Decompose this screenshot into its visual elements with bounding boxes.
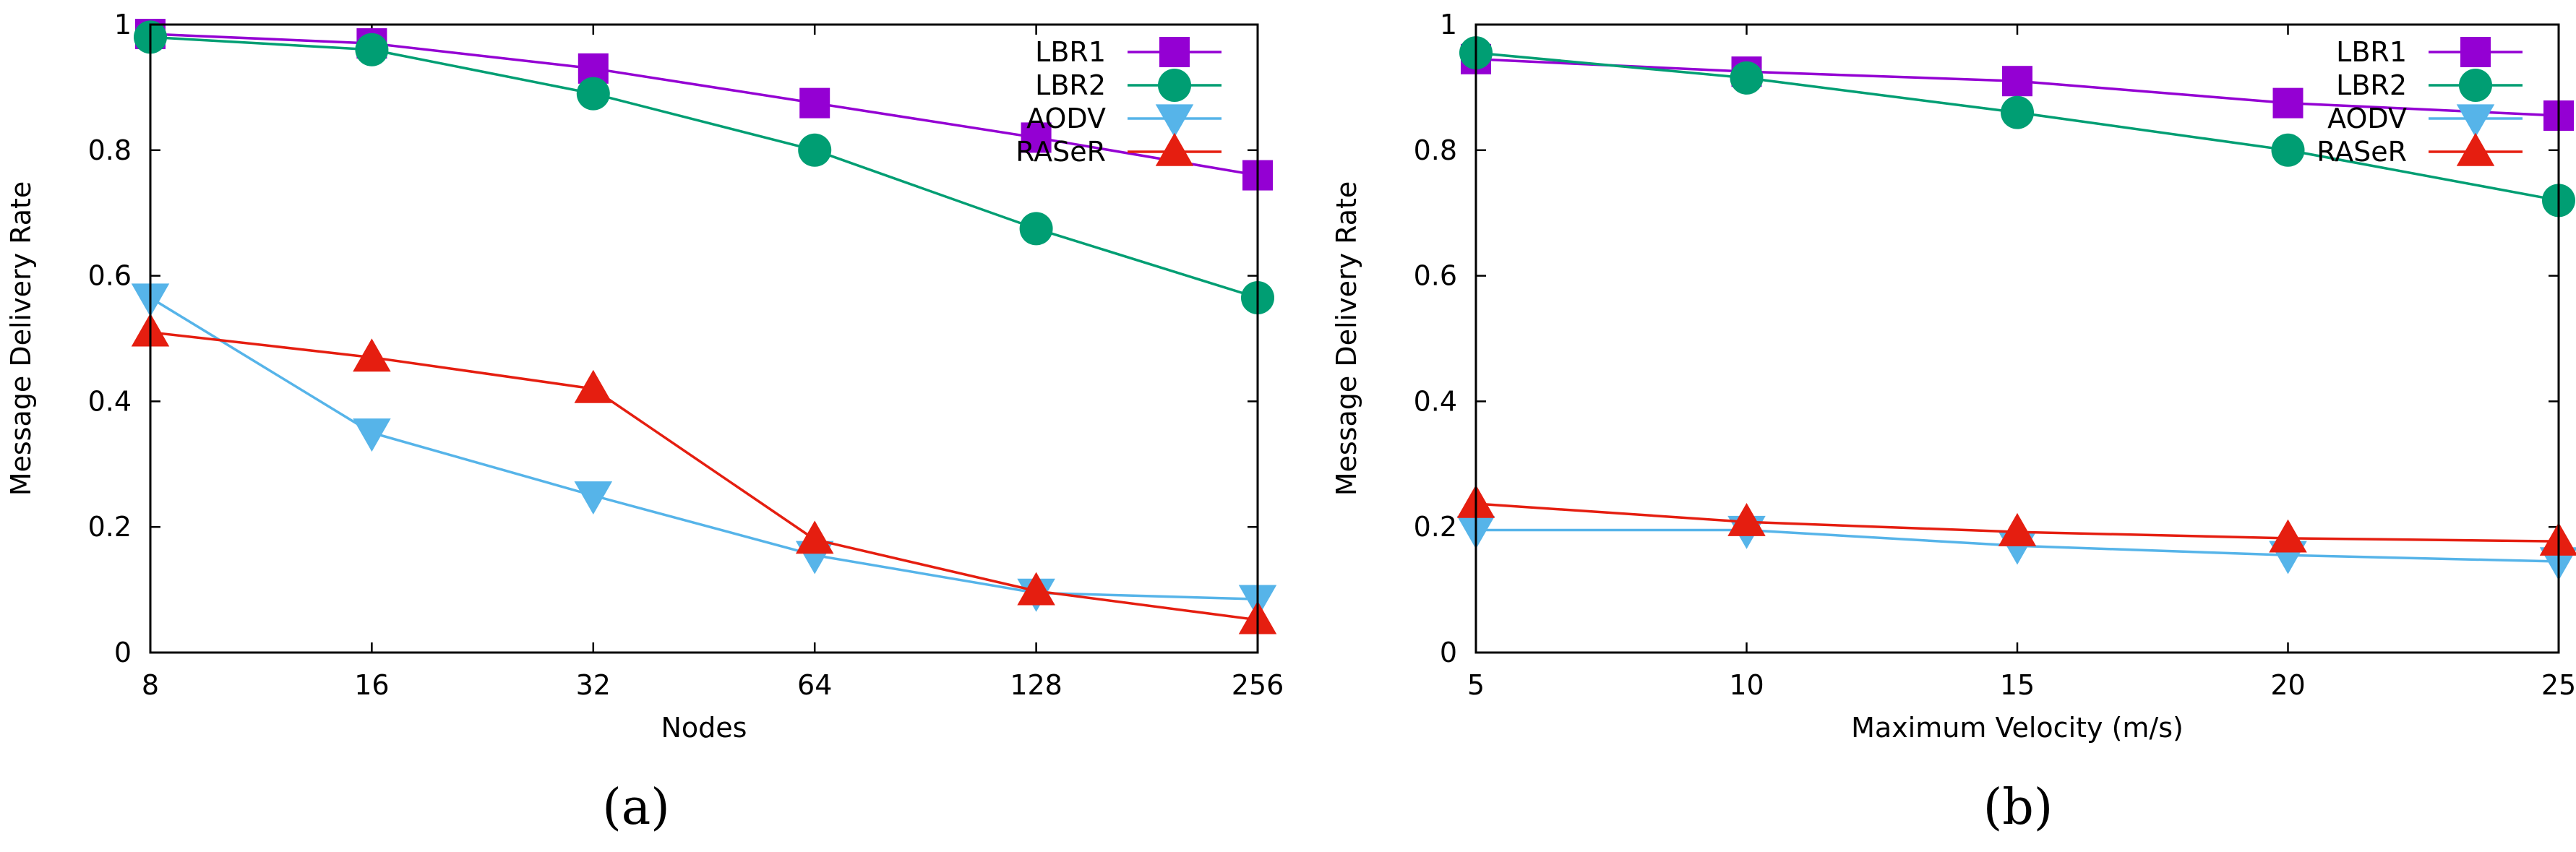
series-line	[150, 33, 1258, 177]
x-tick-label: 25	[2541, 669, 2576, 701]
x-axis-label: Nodes	[661, 712, 747, 744]
plot-frame	[149, 23, 1259, 654]
data-point	[576, 77, 610, 111]
x-tick-label: 15	[2000, 669, 2035, 701]
data-point	[798, 133, 832, 167]
y-tick-label: 0.4	[1414, 385, 1457, 417]
data-point	[2002, 66, 2032, 97]
y-tick-label: 0.8	[1414, 134, 1457, 166]
legend-marker	[1155, 104, 1194, 138]
panel-caption: (b)	[1983, 779, 2053, 836]
x-axis-label: Maximum Velocity (m/s)	[1851, 712, 2184, 744]
legend-marker	[2460, 37, 2491, 67]
y-tick-label: 0	[114, 637, 132, 668]
data-point	[1727, 502, 1766, 536]
x-tick-label: 16	[354, 669, 389, 701]
data-point	[574, 481, 613, 515]
x-tick-label: 128	[1010, 669, 1062, 701]
y-tick-label: 0.2	[1414, 511, 1457, 543]
x-tick-label: 256	[1232, 669, 1284, 701]
legend-marker	[2456, 104, 2495, 138]
series-line	[150, 35, 1258, 299]
series-aodv	[131, 283, 1277, 619]
series-raser	[1456, 484, 2576, 556]
legend-label: RASeR	[2317, 136, 2407, 168]
y-tick-label: 1	[1440, 9, 1457, 40]
legend-label: LBR1	[1035, 36, 1106, 68]
data-point	[353, 418, 391, 452]
data-point	[2272, 87, 2304, 119]
data-point	[2001, 95, 2034, 129]
data-point	[1017, 572, 1055, 606]
legend-marker	[2459, 69, 2492, 102]
y-tick-label: 0.6	[88, 260, 132, 292]
data-point	[2271, 133, 2305, 167]
legend-marker	[1159, 37, 1190, 67]
series-lbr2	[134, 20, 1274, 315]
data-point	[799, 87, 830, 119]
series-line	[150, 331, 1258, 621]
data-point	[2269, 519, 2307, 553]
legend-marker	[1155, 132, 1194, 166]
panel-caption: (a)	[602, 779, 670, 836]
y-tick-label: 0.2	[88, 511, 132, 543]
y-axis-label: Message Delivery Rate	[5, 181, 37, 496]
series-raser	[131, 313, 1277, 634]
legend-label: AODV	[1026, 103, 1106, 134]
x-tick-label: 5	[1467, 669, 1485, 701]
legend-label: LBR1	[2336, 36, 2407, 68]
legend-label: LBR2	[2336, 69, 2407, 101]
x-tick-label: 10	[1729, 669, 1764, 701]
legend-label: AODV	[2327, 103, 2407, 134]
plot-frame	[1474, 23, 2560, 654]
series-lbr2	[1459, 36, 2575, 218]
data-point	[1021, 122, 1052, 153]
x-tick-label: 20	[2270, 669, 2305, 701]
chart-panel-a: 0 0.2 0.4 0.6 0.8 1 8 16 32 64 128 256 LBR1LBR2AODVR…	[5, 9, 1284, 836]
data-point	[353, 338, 391, 372]
data-point	[1730, 61, 1764, 95]
y-tick-label: 0	[1440, 637, 1457, 668]
y-tick-label: 0.6	[1414, 260, 1457, 292]
data-point	[1019, 212, 1053, 246]
x-tick-label: 32	[576, 669, 611, 701]
legend-label: RASeR	[1016, 136, 1106, 168]
y-tick-label: 0.8	[88, 134, 132, 166]
series-line	[150, 296, 1258, 601]
chart-panel-b: 00.20.40.60.815 10 15 20 25LBR1LBR2AODVRASeR…	[1331, 9, 2576, 836]
legend-marker	[2456, 132, 2495, 166]
data-point	[574, 369, 613, 403]
data-point	[1998, 512, 2037, 546]
y-axis-label: Message Delivery Rate	[1331, 181, 1362, 496]
y-tick-label: 0.4	[88, 385, 132, 417]
data-point	[795, 520, 834, 554]
legend-marker	[1158, 69, 1191, 102]
legend-label: LBR2	[1035, 69, 1106, 101]
x-tick-label: 8	[142, 669, 159, 701]
data-point	[355, 33, 389, 66]
y-tick-label: 1	[114, 9, 132, 40]
x-tick-label: 64	[797, 669, 832, 701]
